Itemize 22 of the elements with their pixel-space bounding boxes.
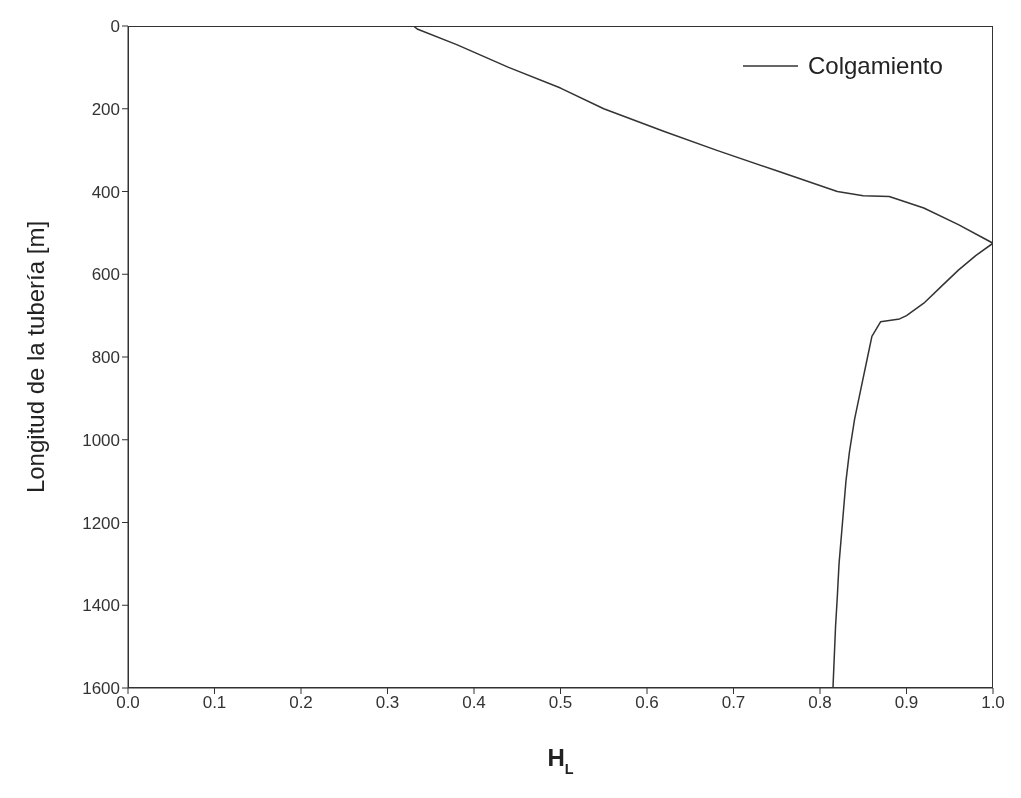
x-tick-label: 0.2: [289, 693, 313, 713]
y-tick-label: 1200: [82, 513, 120, 533]
y-tick-label: 200: [91, 99, 120, 119]
x-tick-label: 0.7: [721, 693, 746, 713]
x-tick-label: 0.6: [635, 693, 659, 713]
y-tick-label: 1000: [82, 430, 120, 450]
y-tick-label: 1400: [82, 596, 120, 616]
legend-label: Colgamiento: [808, 52, 943, 79]
y-tick-label: 0: [110, 17, 120, 37]
x-tick-label: 0.8: [808, 693, 832, 713]
x-tick-label: 0.9: [894, 693, 919, 713]
x-tick-label: 0.4: [462, 693, 486, 713]
x-axis-title: H$_{L}$: [547, 744, 574, 777]
y-tick-label: 400: [91, 182, 120, 202]
x-tick-label: 0.3: [375, 693, 400, 713]
y-axis-title: Longitud de la tubería [m]: [22, 220, 49, 494]
x-tick-label: 0.1: [202, 693, 227, 713]
y-tick-label: 600: [91, 265, 120, 285]
x-tick-label: 1.0: [981, 693, 1005, 713]
y-tick-label: 800: [91, 348, 120, 368]
x-tick-label: 0.0: [116, 693, 140, 713]
x-tick-label: 0.5: [548, 693, 573, 713]
